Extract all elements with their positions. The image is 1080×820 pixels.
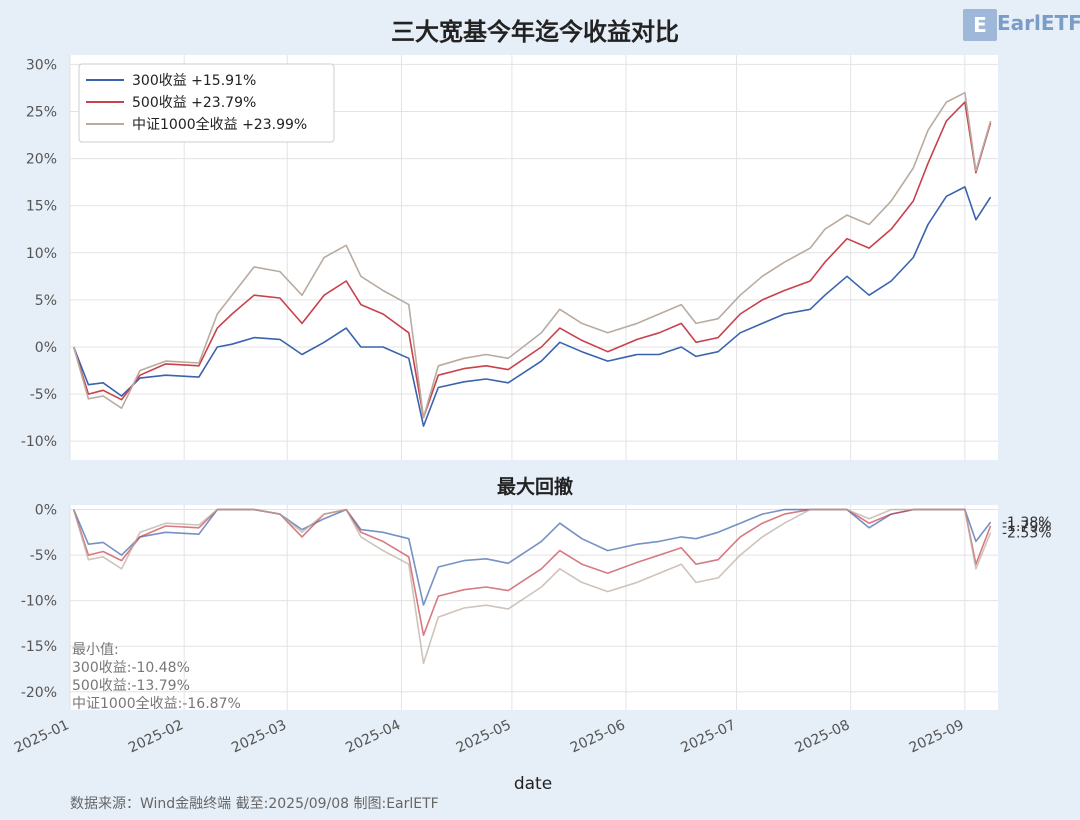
x-tick-label: 2025-01 [12,717,72,756]
y-tick-label: 20% [26,152,57,168]
drawdown-title: 最大回撤 [497,475,573,498]
drawdown-series [72,508,992,665]
min-value-note: 最小值: 300收益:-10.48% 500收益:-13.79% 中证1000全… [72,642,241,712]
x-tick-label: 2025-05 [454,717,514,756]
chart-title: 三大宽基今年迄今收益对比 [391,18,679,46]
x-tick-label: 2025-06 [568,717,628,756]
y-tick-label: -10% [21,434,57,450]
y-tick-label: -20% [21,685,57,701]
y-tick-label: 30% [26,57,57,73]
y-tick-label: 5% [35,293,57,309]
drawdown-end-labels: -1.38%-1.79%-2.53% [1002,515,1052,541]
x-tick-label: 2025-07 [678,717,738,756]
y-tick-label: -10% [21,594,57,610]
x-tick-label: 2025-02 [126,717,186,756]
y-tick-label: 10% [26,246,57,262]
logo-text: EarlETF [997,11,1080,35]
y-tick-label: -15% [21,639,57,655]
drawdown-y-axis: 0% -5% -10% -15% -20% [21,503,57,701]
min-note-1000: 中证1000全收益:-16.87% [72,695,241,712]
x-tick-label: 2025-04 [343,717,403,756]
x-tick-label: 2025-03 [229,717,289,756]
series-line-3 [72,91,992,419]
y-tick-label: -5% [30,548,57,564]
legend-box [78,63,335,143]
x-tick-label: 2025-08 [793,717,853,756]
end-label-3: -2.53% [1002,526,1052,542]
legend-label-3: 中证1000全收益 +23.99% [132,116,307,133]
logo: E EarlETF [963,9,1080,41]
min-note-300: 300收益:-10.48% [72,660,190,676]
legend-label-2: 500收益 +23.79% [132,95,256,111]
legend: 300收益 +15.91% 500收益 +23.79% 中证1000全收益 +23.… [78,63,335,143]
x-axis: 2025-01 2025-02 2025-03 2025-04 2025-05 2025-… [12,717,967,756]
legend-label-1: 300收益 +15.91% [132,73,256,89]
svg-text:E: E [973,13,987,37]
series-line-2 [72,101,992,419]
min-note-500: 500收益:-13.79% [72,678,190,694]
end-label-2: -1.79% [1002,519,1052,535]
returns-y-axis: -10% -5% 0% 5% 10% 15% 20% 25% 30% [21,57,57,450]
x-tick-label: 2025-09 [907,717,967,756]
series-line-3 [72,508,992,665]
y-tick-label: 15% [26,199,57,215]
drawdown-plot-area [70,505,998,710]
y-tick-label: -5% [30,387,57,403]
min-note-heading: 最小值: [72,642,119,658]
end-label-1: -1.38% [1002,515,1052,531]
returns-series [72,91,992,427]
x-axis-label: date [514,774,552,794]
y-tick-label: 0% [35,340,57,356]
series-line-1 [72,186,992,427]
y-tick-label: 25% [26,105,57,121]
source-note: 数据来源：Wind金融终端 截至:2025/09/08 制图:EarlETF [70,796,439,812]
y-tick-label: 0% [35,503,57,519]
